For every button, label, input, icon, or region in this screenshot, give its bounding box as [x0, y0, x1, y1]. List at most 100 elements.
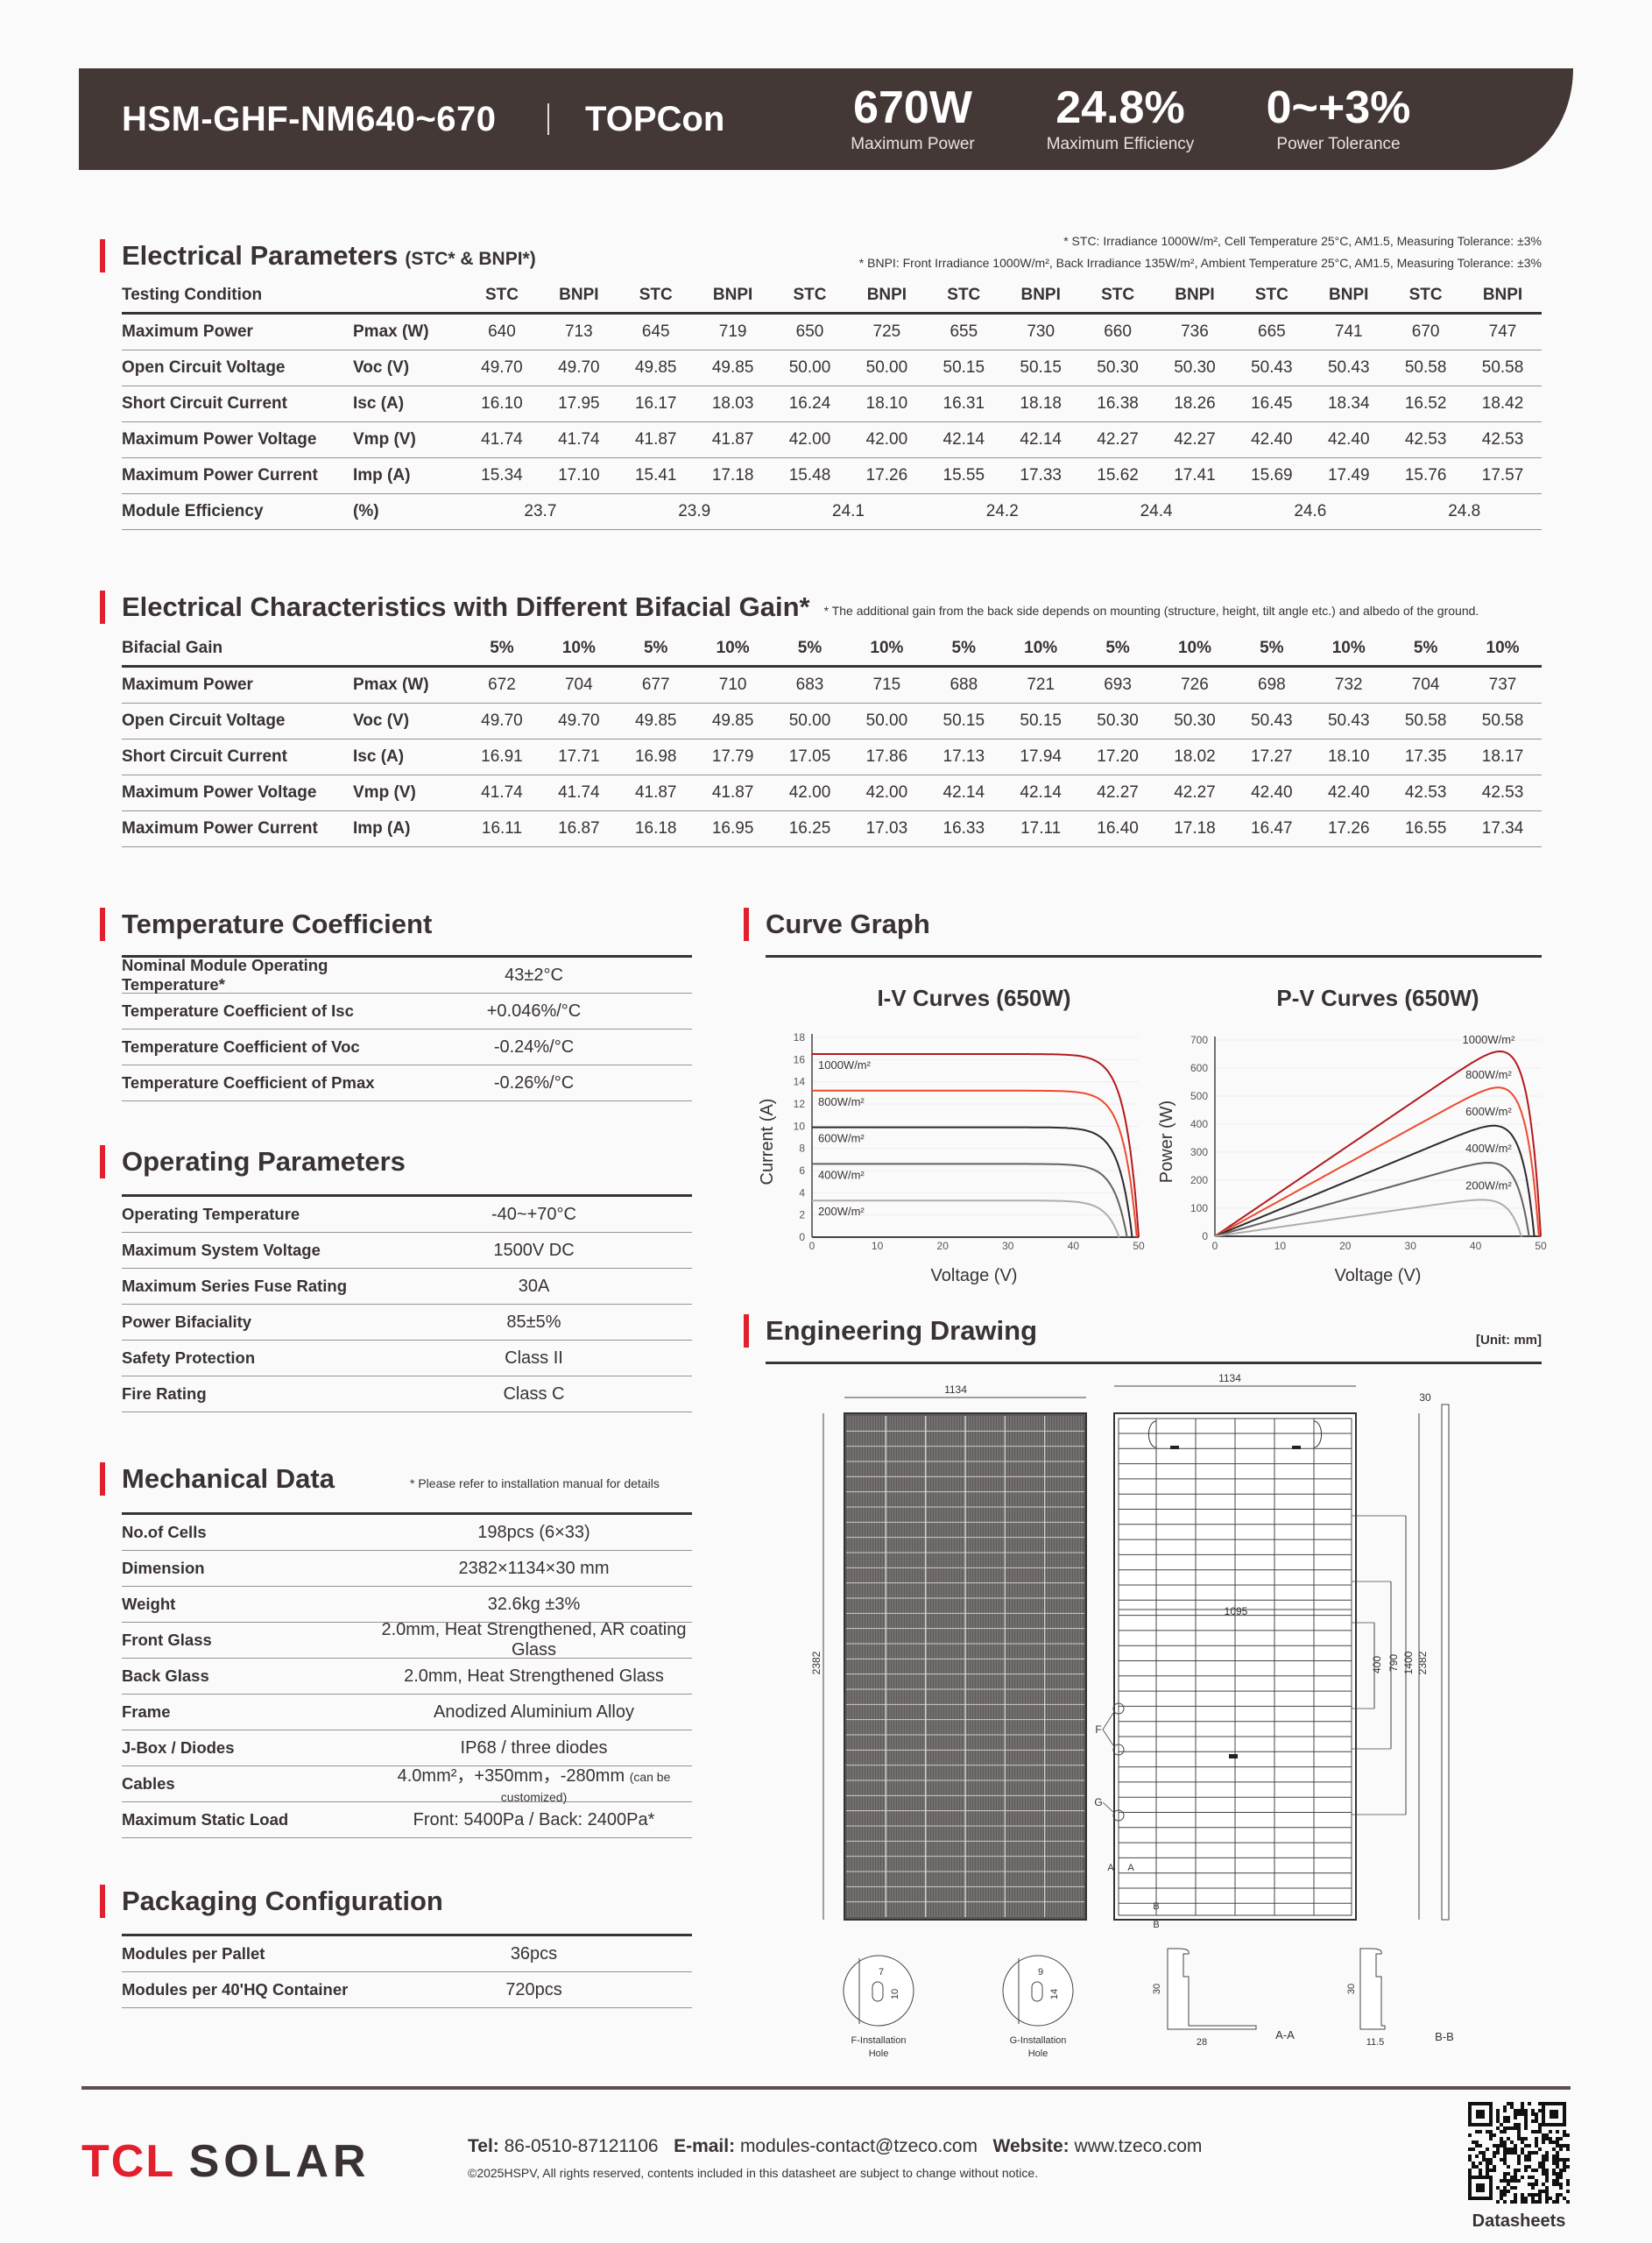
table-cell: 17.71 [558, 747, 600, 766]
row-label: Maximum Power Voltage [122, 783, 317, 802]
table-cell: 732 [1334, 676, 1363, 694]
table-cell: 16.33 [942, 819, 985, 838]
y-tick-label: 16 [794, 1053, 806, 1065]
row-label: Temperature Coefficient of Pmax [122, 1073, 375, 1092]
table-cell: 23.7 [524, 502, 557, 520]
row-unit: Imp (A) [353, 819, 411, 838]
x-axis-label: Voltage (V) [1335, 1266, 1422, 1285]
table-cell: 17.13 [942, 747, 985, 766]
table-cell: 24.4 [1140, 502, 1173, 520]
dimension-label: 9 [1038, 1967, 1043, 1978]
website-link[interactable]: www.tzeco.com [1074, 2136, 1203, 2156]
column-header: 10% [870, 639, 904, 657]
tel-label: Tel: [468, 2136, 499, 2156]
table-row: Maximum Power Voltage Vmp (V) 41.74 41.74 41… [122, 775, 1542, 811]
value-note: (can be customized) [500, 1770, 671, 1804]
x-axis-label: Voltage (V) [931, 1266, 1018, 1285]
row-value: 85±5% [376, 1313, 692, 1333]
dimension-label: 400 [1371, 1656, 1383, 1673]
table-cell: 698 [1258, 676, 1286, 694]
table-cell: 49.85 [711, 358, 754, 377]
hole-caption: G-Installation [1010, 2035, 1067, 2046]
y-tick-label: 200 [1190, 1174, 1208, 1186]
table-cell: 16.10 [481, 394, 523, 413]
series-label: 400W/m² [818, 1168, 865, 1181]
table-cell: 16.87 [558, 819, 600, 838]
y-axis-label: Power (W) [1157, 1100, 1176, 1183]
table-cell: 15.76 [1404, 466, 1447, 485]
column-header: BNPI [712, 286, 753, 304]
table-row: Maximum Power Voltage Vmp (V) 41.74 41.74 41… [122, 422, 1542, 458]
row-label: Temperature Coefficient of Voc [122, 1037, 360, 1056]
table-cell: 50.43 [1327, 711, 1370, 730]
row-label: Weight [122, 1595, 176, 1613]
section-aa-label: A-A [1275, 2028, 1295, 2041]
table-cell: 42.27 [1097, 783, 1139, 802]
x-tick-label: 30 [1002, 1240, 1014, 1252]
row-value: +0.046%/°C [376, 1001, 692, 1022]
table-cell: 18.34 [1327, 394, 1370, 413]
row-label: Maximum Power Current [122, 466, 318, 485]
table-row: Modules per Pallet 36pcs [122, 1936, 692, 1972]
y-tick-label: 500 [1190, 1090, 1208, 1102]
value-text: 30A [518, 1276, 550, 1296]
dimension-label: 790 [1387, 1654, 1400, 1672]
section-a-marker: A [1127, 1863, 1134, 1873]
y-tick-label: 2 [799, 1209, 805, 1221]
column-header: STC [947, 286, 981, 304]
table-cell: 15.55 [942, 466, 985, 485]
value-text: 2.0mm, Heat Strengthened, AR coating Gla… [381, 1620, 687, 1659]
series-label: 400W/m² [1465, 1142, 1512, 1155]
table-cell: 24.1 [832, 502, 865, 520]
qr-code[interactable] [1466, 2100, 1571, 2205]
dimension-label: 2382 [1416, 1651, 1429, 1674]
table-cell: 670 [1411, 322, 1440, 341]
footer-rule [81, 2086, 1571, 2090]
f-marker: F [1095, 1723, 1101, 1736]
section-title: Electrical Parameters [122, 240, 399, 271]
table-cell: 736 [1181, 322, 1209, 341]
table-cell: 50.15 [1020, 711, 1062, 730]
row-value: 36pcs [376, 1944, 692, 1964]
table-cell: 41.74 [558, 783, 600, 802]
value-text: Class II [505, 1348, 563, 1368]
row-unit: Isc (A) [353, 394, 405, 413]
electrical-parameters-table: Testing Condition STC BNPI STC BNPI STC BNPI ST… [122, 279, 1542, 530]
y-tick-label: 600 [1190, 1062, 1208, 1074]
x-tick-label: 50 [1535, 1240, 1547, 1252]
email-link[interactable]: modules-contact@tzeco.com [739, 2136, 978, 2156]
column-header: 5% [490, 639, 514, 657]
value-text: 43±2°C [505, 965, 563, 985]
section-a-marker: A [1107, 1863, 1114, 1873]
value-text: -0.26%/°C [493, 1072, 575, 1093]
row-label: Module Efficiency [122, 502, 264, 520]
table-cell: 16.17 [634, 394, 677, 413]
column-header: 5% [1105, 639, 1130, 657]
table-cell: 17.26 [865, 466, 908, 485]
table-row: Temperature Coefficient of Isc +0.046%/°C [122, 994, 692, 1030]
y-tick-label: 0 [1202, 1230, 1208, 1242]
table-cell: 15.62 [1097, 466, 1139, 485]
row-label: Cables [122, 1774, 175, 1793]
table-cell: 49.85 [711, 711, 754, 730]
row-label: Nominal Module Operating Temperature* [122, 956, 328, 994]
table-cell: 17.10 [558, 466, 600, 485]
table-cell: 49.70 [481, 711, 523, 730]
table-row: Temperature Coefficient of Voc -0.24%/°C [122, 1030, 692, 1065]
table-cell: 15.69 [1251, 466, 1293, 485]
table-cell: 704 [564, 676, 593, 694]
back-view [1113, 1412, 1357, 1921]
column-header: 10% [1486, 639, 1520, 657]
row-value: -0.26%/°C [376, 1073, 692, 1093]
row-value: -0.24%/°C [376, 1037, 692, 1058]
table-row: Maximum Power Pmax (W) 640 713 645 719 650 725 6… [122, 315, 1542, 350]
value-text: IP68 / three diodes [460, 1737, 608, 1758]
drawing-line [1102, 1709, 1116, 1730]
x-tick-label: 0 [1212, 1240, 1218, 1252]
drawing-line [1102, 1729, 1116, 1749]
y-tick-label: 12 [794, 1098, 806, 1110]
row-unit: Voc (V) [353, 711, 410, 730]
model-name: HSM-GHF-NM640~670 [122, 100, 497, 138]
row-label: Temperature Coefficient of Isc [122, 1001, 354, 1020]
table-cell: 16.11 [481, 819, 523, 838]
